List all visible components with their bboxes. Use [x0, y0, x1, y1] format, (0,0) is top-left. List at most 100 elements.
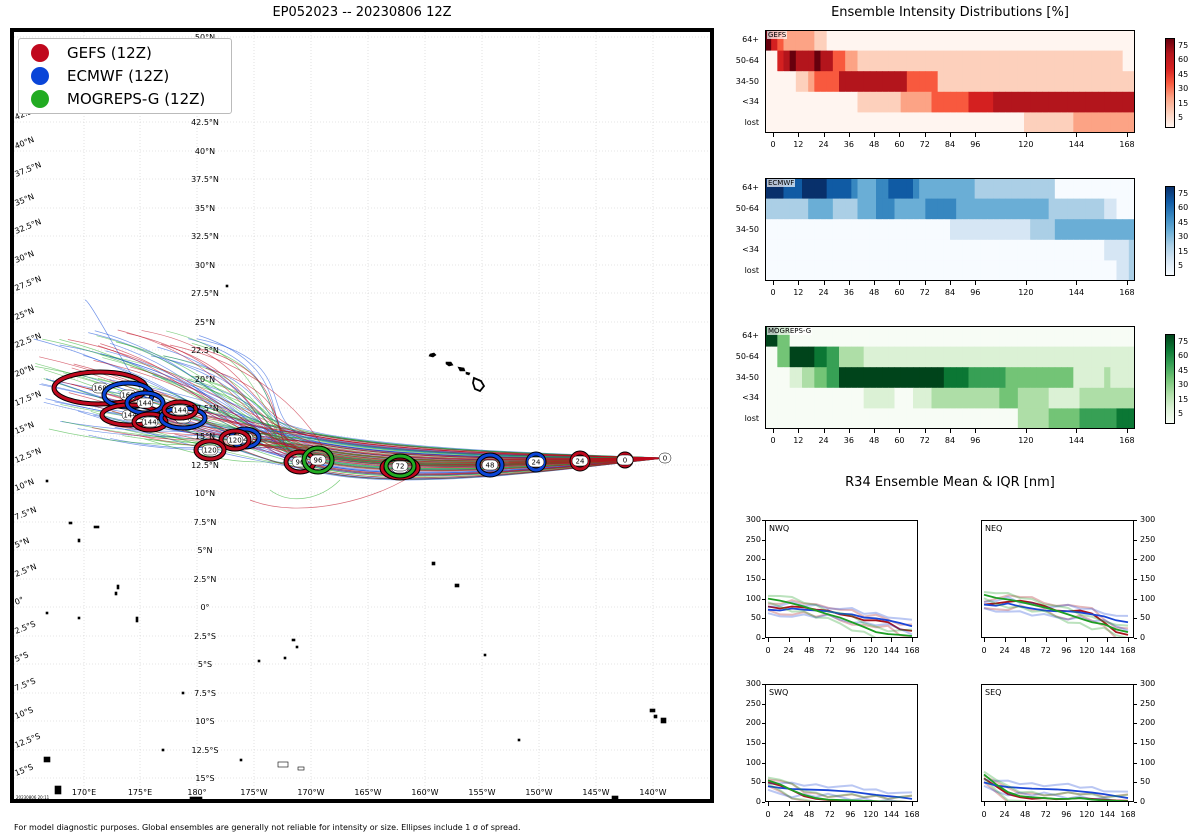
heatmap-cell [820, 326, 828, 347]
x-tick [850, 638, 852, 642]
heatmap-cell [1079, 178, 1087, 199]
heatmap-cell [1061, 50, 1068, 72]
heatmap-cell [1011, 71, 1019, 93]
heatmap-cell [1017, 326, 1025, 347]
heatmap-cell [808, 346, 815, 368]
svg-text:24: 24 [576, 458, 585, 466]
heatmap-cell [1122, 239, 1130, 261]
legend-label: ECMWF (12Z) [67, 67, 170, 85]
r34-y-tick-label: 150 [745, 738, 761, 747]
heatmap-cell [789, 239, 797, 261]
heatmap-cell [931, 112, 939, 133]
x-tick-label: 12 [793, 436, 804, 445]
heatmap-cell [956, 50, 963, 72]
heatmap-cell [943, 91, 951, 113]
heatmap-cell [863, 112, 871, 133]
heatmap-cell [1067, 367, 1074, 389]
heatmap-cell [993, 50, 1000, 72]
heatmap-cell [931, 198, 939, 220]
heatmap-cell [1011, 239, 1019, 261]
heatmap-cell [1061, 326, 1068, 347]
svg-text:168: 168 [121, 392, 134, 400]
x-tick [912, 802, 913, 806]
iqr-line [983, 595, 1129, 617]
x-tick [899, 429, 901, 433]
r34-panel-nwq [765, 520, 918, 638]
spread-ellipse [194, 439, 226, 461]
row-label: 34-50 [735, 372, 759, 382]
colorbar-tick: 60 [1178, 351, 1189, 361]
x-tick [823, 281, 825, 285]
y-tick [1134, 638, 1137, 639]
heatmap-cell [980, 387, 988, 409]
spread-ellipse [302, 446, 334, 474]
heatmap-cell [1116, 71, 1124, 93]
heatmap-cell [808, 387, 815, 409]
heatmap-cell [808, 30, 815, 51]
heatmap-cell [808, 239, 815, 261]
svg-text:24: 24 [532, 459, 541, 467]
heatmap-cell [783, 71, 791, 93]
heatmap-cell [882, 346, 889, 368]
heatmap-cell [783, 50, 791, 72]
heatmap-cell [894, 387, 902, 409]
y-tick [762, 559, 765, 561]
heatmap-cell [1073, 30, 1080, 51]
heatmap-cell [826, 387, 834, 409]
heatmap-cell [789, 50, 797, 72]
heatmap-cell [1011, 178, 1019, 199]
heatmap-cell [1011, 367, 1019, 389]
row-label: <34 [742, 97, 759, 107]
iqr-line [983, 604, 1128, 638]
heatmap-cell [987, 326, 994, 347]
heatmap-cell [1122, 260, 1130, 281]
lon-label: 175°W [240, 788, 267, 797]
heatmap-grid [765, 178, 1135, 281]
lat-label-center: 5°N [197, 546, 212, 555]
heatmap-cell [913, 346, 920, 368]
x-tick-label: 168 [1119, 140, 1135, 149]
heatmap-cell [826, 50, 834, 72]
intensity-panel-mogreps-g: MOGREPS-G [765, 326, 1135, 429]
heatmap-cell [869, 50, 877, 72]
heatmap-cell [765, 112, 772, 133]
heatmap-cell [826, 71, 834, 93]
heatmap-cell [1122, 91, 1130, 113]
heatmap-cell [1073, 219, 1080, 241]
r34-x-tick-label: 120 [1079, 646, 1095, 655]
gefs-color-dot [31, 44, 49, 62]
heatmap-cell [894, 112, 902, 133]
x-tick-label: 84 [944, 436, 956, 445]
y-tick [762, 684, 765, 685]
heatmap-cell [888, 178, 895, 199]
heatmap-cell [1073, 326, 1080, 347]
heatmap-cell [1128, 346, 1135, 368]
x-tick-label: 12 [793, 288, 804, 297]
heatmap-cell [820, 30, 828, 51]
heatmap-cell [968, 408, 976, 429]
heatmap-cell [845, 326, 852, 347]
heatmap-cell [869, 367, 877, 389]
colorbar-tick: 60 [1178, 203, 1189, 213]
heatmap-cell [802, 387, 809, 409]
heatmap-cell [1005, 71, 1013, 93]
heatmap-cell [808, 112, 815, 133]
x-tick [1025, 802, 1027, 806]
heatmap-cell [993, 346, 1000, 368]
heatmap-cell [1054, 219, 1062, 241]
map-gridlines [14, 32, 710, 799]
heatmap-cell [1030, 30, 1037, 51]
colorbar-tick: 15 [1178, 246, 1189, 256]
r34-x-tick-label: 0 [765, 646, 771, 655]
heatmap-cell [777, 408, 784, 429]
lat-label-center: 15°N [195, 432, 215, 441]
heatmap-cell [1116, 346, 1124, 368]
heatmap-cell [802, 260, 809, 281]
heatmap-cell [1073, 178, 1080, 199]
heatmap-cell [882, 239, 889, 261]
heatmap-cell [1048, 408, 1056, 429]
heatmap-cell [1110, 30, 1117, 51]
x-tick [773, 281, 774, 285]
iqr-line [983, 778, 1129, 793]
heatmap-cell [1122, 326, 1130, 347]
